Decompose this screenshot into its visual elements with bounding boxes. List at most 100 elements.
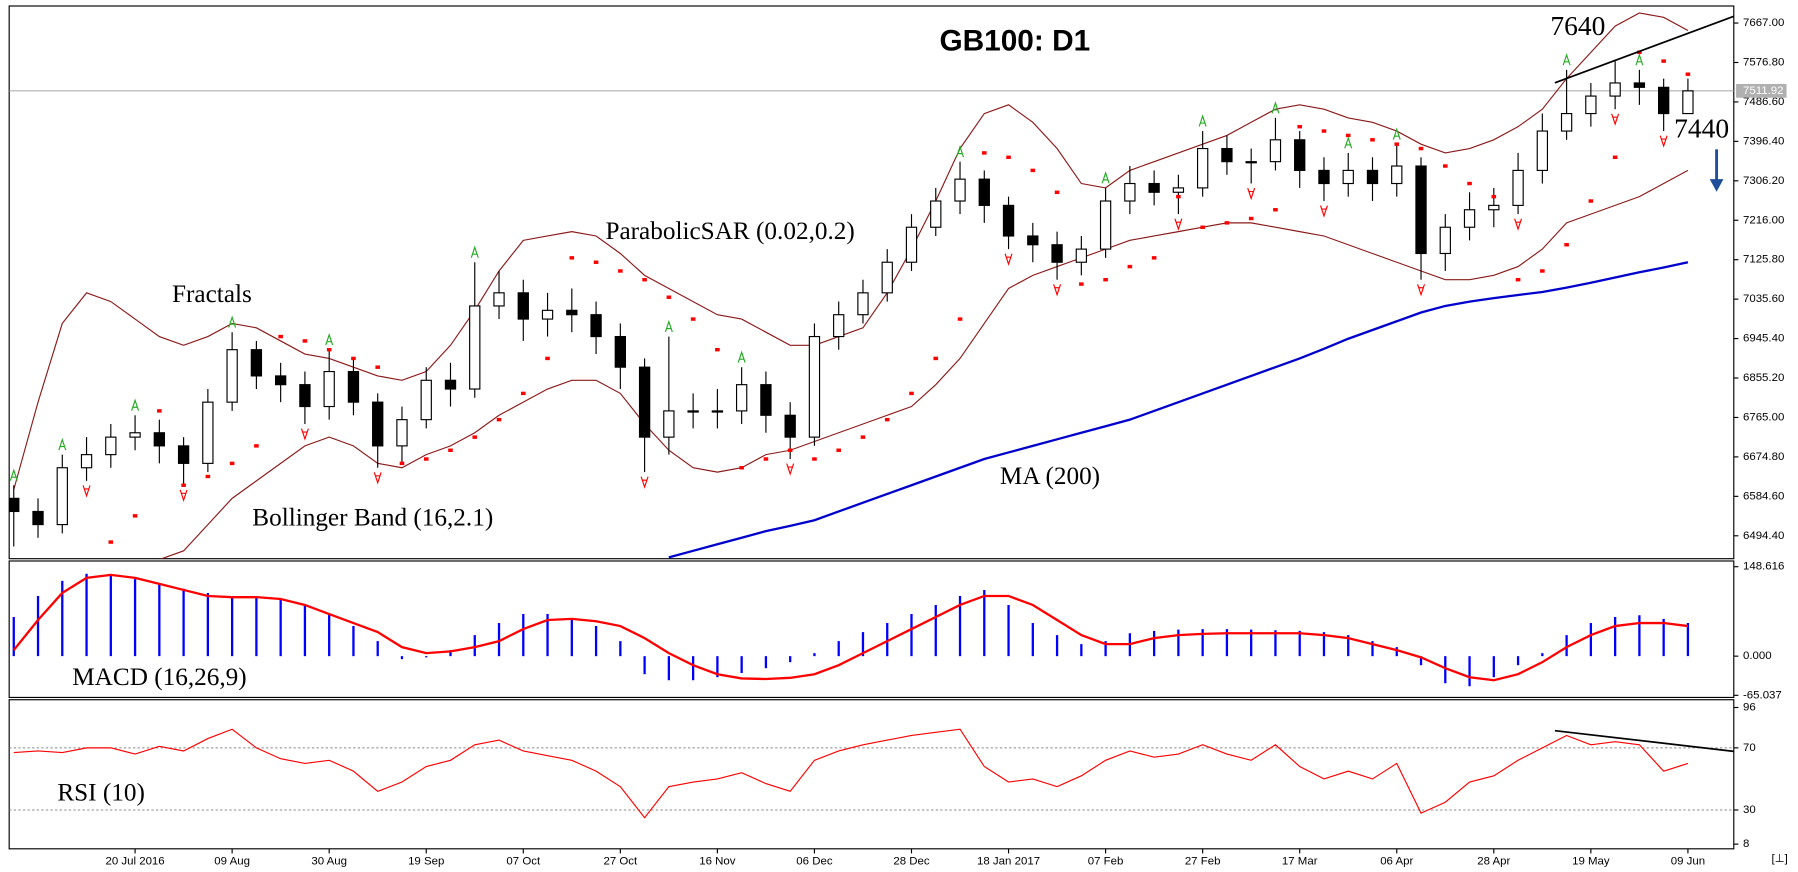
fractal-up	[737, 350, 746, 363]
sar-dot	[229, 461, 235, 466]
candle-body	[541, 309, 554, 320]
candle-body	[105, 436, 117, 456]
ma-line	[668, 261, 1689, 559]
candle-body	[1027, 235, 1039, 246]
candle-body	[1148, 182, 1160, 193]
sar-dot	[108, 540, 114, 544]
sar-dot	[1224, 221, 1230, 225]
candle-body	[32, 510, 44, 526]
fractal-down	[82, 485, 91, 498]
sar-dot	[157, 409, 162, 413]
sar-dot	[642, 278, 647, 282]
sar-dot	[1564, 243, 1569, 247]
annotation: 7440	[1674, 112, 1729, 143]
sar-dot	[520, 391, 526, 396]
candle-body	[274, 375, 287, 386]
y-tick-label: 7576.80	[1743, 57, 1784, 69]
candle-body	[372, 401, 384, 447]
sar-dot	[1491, 194, 1497, 199]
sar-dot	[448, 448, 453, 452]
sar-dot	[1612, 155, 1618, 160]
candle-body	[954, 178, 966, 202]
candle-body	[1609, 82, 1621, 97]
sar-dot	[1418, 146, 1424, 151]
price-plot	[9, 12, 1734, 559]
candle-body	[1269, 139, 1282, 163]
candle-body	[1512, 169, 1524, 206]
x-tick-label: 06 Dec	[796, 855, 833, 867]
candle-body	[1124, 182, 1136, 202]
rsi-line	[13, 728, 1689, 819]
fractal-down	[1319, 205, 1328, 218]
indicator-label: Bollinger Band (16,2.1)	[252, 504, 493, 531]
sar-dot	[909, 391, 914, 396]
sar-dot	[205, 474, 211, 479]
candle-body	[323, 370, 335, 408]
rsi-plot	[9, 728, 1734, 819]
sar-dot	[1151, 256, 1157, 260]
fractal-up	[1392, 127, 1401, 140]
fractal-up	[1562, 53, 1571, 66]
y-tick-label: 7306.20	[1743, 175, 1784, 187]
candle-body	[784, 414, 796, 438]
fractal-up	[1101, 171, 1110, 184]
candle-body	[760, 384, 772, 416]
candle-body	[493, 292, 505, 307]
candle-body	[1560, 112, 1573, 132]
candle-body	[1657, 86, 1670, 115]
x-tick-label: 07 Feb	[1088, 855, 1124, 867]
sar-dot	[1588, 199, 1594, 203]
candle-body	[1536, 130, 1549, 171]
candle-body	[638, 366, 651, 438]
rsi-panel	[8, 699, 1735, 850]
y-tick-label: 30	[1743, 804, 1756, 816]
x-tick-label: 18 Jan 2017	[977, 855, 1040, 867]
indicator-label: MACD (16,26,9)	[72, 664, 246, 691]
y-tick-label: 6855.20	[1743, 372, 1784, 384]
y-tick-label: 7396.40	[1743, 135, 1784, 147]
price-panel	[8, 5, 1735, 560]
candle-body	[1245, 161, 1257, 164]
sar-dot	[1054, 190, 1060, 194]
sar-dot	[423, 457, 429, 461]
x-tick-label: 16 Nov	[699, 855, 736, 867]
candle-body	[469, 305, 481, 390]
fractal-up	[956, 144, 965, 158]
sar-dot	[1248, 216, 1254, 221]
rsi-trend-line	[1554, 729, 1734, 753]
candle-body	[299, 384, 311, 408]
x-tick-label: 30 Aug	[311, 855, 347, 867]
indicator-label: RSI (10)	[57, 780, 145, 807]
macd-plot	[12, 573, 1690, 687]
sar-dot	[1345, 133, 1351, 138]
x-tick-label: 19 May	[1572, 855, 1610, 867]
sar-dot	[739, 466, 744, 470]
x-tick-label: 09 Jun	[1671, 855, 1705, 867]
sar-dot	[132, 514, 138, 518]
candle-body	[881, 261, 893, 294]
sar-dot	[1394, 142, 1400, 146]
sar-dot	[1127, 264, 1133, 269]
candle-body	[1172, 187, 1185, 193]
sar-dot	[1273, 208, 1278, 212]
candle-body	[444, 379, 457, 390]
y-tick-label: 96	[1743, 702, 1756, 714]
sar-dot	[1321, 129, 1327, 133]
sar-dot	[1370, 138, 1375, 142]
y-tick-label: 6584.60	[1743, 490, 1784, 502]
sar-dot	[254, 444, 259, 448]
candle-body	[590, 314, 602, 338]
sar-dot	[1661, 59, 1666, 63]
sar-dot	[1103, 278, 1108, 282]
sar-dot	[375, 365, 381, 369]
candle-body	[56, 467, 68, 526]
sar-dot	[1200, 225, 1205, 229]
fractal-up	[58, 437, 67, 451]
trend-line	[1554, 15, 1735, 84]
sar-dot	[1442, 164, 1448, 168]
y-tick-label: 6494.40	[1743, 530, 1784, 542]
candle-body	[129, 432, 141, 438]
fractal-up	[1198, 114, 1207, 127]
fractal-up	[228, 315, 237, 328]
